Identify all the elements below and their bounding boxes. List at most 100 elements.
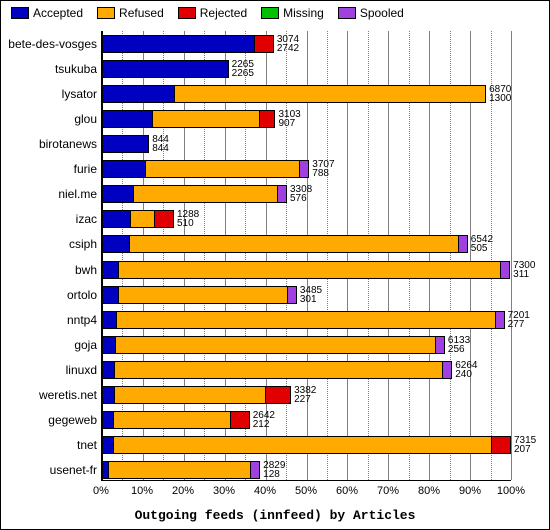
row-label: usenet-fr <box>2 459 97 481</box>
spooled-swatch <box>338 7 356 19</box>
segment-refused <box>175 85 486 103</box>
segment-accepted <box>102 235 130 253</box>
bar-stack <box>102 386 291 404</box>
legend-item-accepted: Accepted <box>11 6 83 20</box>
row-label: nntp4 <box>2 309 97 331</box>
segment-accepted <box>102 60 229 78</box>
segment-refused <box>114 436 492 454</box>
legend-item-rejected: Rejected <box>178 6 247 20</box>
segment-accepted <box>102 436 114 454</box>
segment-spooled <box>278 185 287 203</box>
row-tsukuba: tsukuba22652265 <box>102 58 511 80</box>
plot-area: bete-des-vosges30742742tsukuba22652265ly… <box>101 31 511 481</box>
value-labels: 7300311 <box>513 261 535 279</box>
row-label: glou <box>2 108 97 130</box>
value-labels: 22652265 <box>232 60 254 78</box>
legend-label-accepted: Accepted <box>33 6 83 20</box>
row-weretis.net: weretis.net3382227 <box>102 384 511 406</box>
segment-refused <box>114 411 231 429</box>
segment-refused <box>109 461 251 479</box>
segment-refused <box>115 386 267 404</box>
value-bottom: 907 <box>278 119 300 128</box>
segment-accepted <box>102 110 153 128</box>
segment-accepted <box>102 286 119 304</box>
segment-refused <box>115 361 443 379</box>
value-bottom: 505 <box>471 244 493 253</box>
value-bottom: 788 <box>312 169 334 178</box>
legend-label-spooled: Spooled <box>360 6 404 20</box>
legend-item-spooled: Spooled <box>338 6 404 20</box>
value-labels: 6133256 <box>448 336 470 354</box>
segment-accepted <box>102 35 255 53</box>
row-label: izac <box>2 208 97 230</box>
segment-refused <box>117 311 495 329</box>
segment-rejected <box>231 411 249 429</box>
row-goja: goja6133256 <box>102 334 511 356</box>
segment-refused <box>116 336 436 354</box>
segment-refused <box>153 110 261 128</box>
segment-spooled <box>496 311 505 329</box>
value-labels: 7201277 <box>508 311 530 329</box>
value-labels: 3382227 <box>294 386 316 404</box>
x-tick-label: 90% <box>459 485 481 497</box>
row-usenet-fr: usenet-fr2829128 <box>102 459 511 481</box>
value-labels: 3485301 <box>300 286 322 304</box>
segment-refused <box>134 185 278 203</box>
row-linuxd: linuxd6264240 <box>102 359 511 381</box>
segment-refused <box>119 286 288 304</box>
rejected-swatch <box>178 7 196 19</box>
x-tick-label: 70% <box>377 485 399 497</box>
x-tick-label: 100% <box>497 485 525 497</box>
x-tick-label: 40% <box>254 485 276 497</box>
legend: AcceptedRefusedRejectedMissingSpooled <box>11 6 404 20</box>
bar-stack <box>102 160 309 178</box>
segment-rejected <box>155 210 174 228</box>
bar-stack <box>102 235 468 253</box>
row-furie: furie3707788 <box>102 158 511 180</box>
bar-stack <box>102 261 510 279</box>
row-label: goja <box>2 334 97 356</box>
row-tnet: tnet7315207 <box>102 434 511 456</box>
bar-stack <box>102 411 250 429</box>
x-axis-labels: 0%10%20%30%40%50%60%70%80%90%100% <box>101 485 511 499</box>
row-label: gegeweb <box>2 409 97 431</box>
value-labels: 1288510 <box>177 210 199 228</box>
value-labels: 844844 <box>152 135 169 153</box>
bar-stack <box>102 110 275 128</box>
bar-stack <box>102 311 505 329</box>
bar-stack <box>102 60 229 78</box>
legend-item-refused: Refused <box>97 6 164 20</box>
row-label: bete-des-vosges <box>2 33 97 55</box>
segment-accepted <box>102 160 146 178</box>
row-gegeweb: gegeweb2642212 <box>102 409 511 431</box>
x-tick-label: 60% <box>336 485 358 497</box>
segment-refused <box>130 235 459 253</box>
bar-stack <box>102 185 287 203</box>
segment-accepted <box>102 311 117 329</box>
chart-container: AcceptedRefusedRejectedMissingSpooled be… <box>0 0 550 530</box>
bar-stack <box>102 436 511 454</box>
segment-accepted <box>102 261 119 279</box>
segment-rejected <box>266 386 291 404</box>
segment-rejected <box>260 110 275 128</box>
segment-spooled <box>443 361 452 379</box>
row-label: lysator <box>2 83 97 105</box>
segment-refused <box>131 210 155 228</box>
value-labels: 2829128 <box>263 461 285 479</box>
value-bottom: 2742 <box>277 44 299 53</box>
value-bottom: 212 <box>253 420 275 429</box>
x-tick-label: 50% <box>295 485 317 497</box>
bar-stack <box>102 461 260 479</box>
row-birotanews: birotanews844844 <box>102 133 511 155</box>
value-labels: 30742742 <box>277 35 299 53</box>
x-tick-label: 30% <box>213 485 235 497</box>
row-niel.me: niel.me3308576 <box>102 183 511 205</box>
segment-accepted <box>102 386 115 404</box>
segment-spooled <box>300 160 309 178</box>
row-bwh: bwh7300311 <box>102 259 511 281</box>
value-bottom: 207 <box>514 445 536 454</box>
value-bottom: 510 <box>177 219 199 228</box>
row-label: niel.me <box>2 183 97 205</box>
row-bete-des-vosges: bete-des-vosges30742742 <box>102 33 511 55</box>
bar-stack <box>102 286 297 304</box>
